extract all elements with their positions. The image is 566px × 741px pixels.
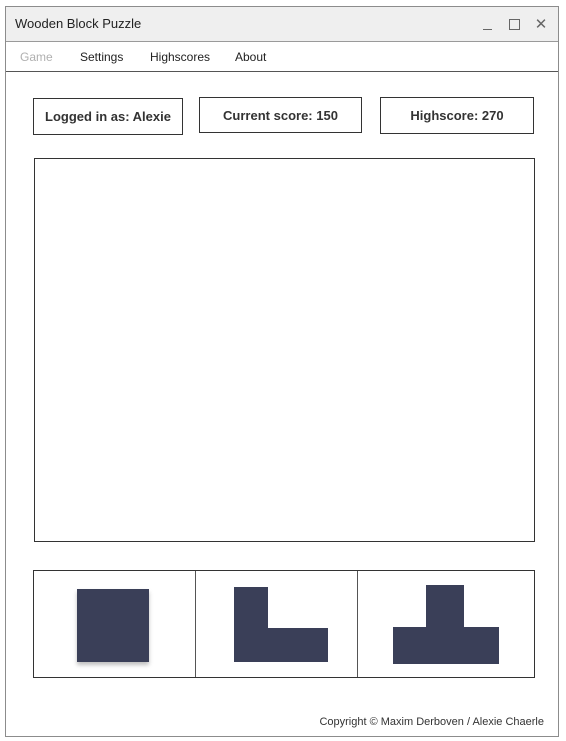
l-shape-piece[interactable] bbox=[234, 587, 328, 662]
app-window: Wooden Block Puzzle ✕ Game Settings High… bbox=[5, 6, 559, 737]
piece-slot-3[interactable] bbox=[358, 571, 534, 677]
piece-block bbox=[77, 589, 149, 662]
maximize-icon bbox=[508, 18, 520, 30]
t-shape-piece[interactable] bbox=[393, 585, 499, 664]
close-icon: ✕ bbox=[534, 15, 548, 33]
current-score-label: Current score: 150 bbox=[199, 97, 362, 133]
logged-in-text: Logged in as: Alexie bbox=[45, 109, 171, 124]
piece-block bbox=[267, 628, 328, 662]
minimize-icon bbox=[482, 28, 492, 30]
highscore-label: Highscore: 270 bbox=[380, 97, 534, 134]
current-score-text: Current score: 150 bbox=[223, 107, 338, 123]
window-title: Wooden Block Puzzle bbox=[15, 16, 142, 31]
title-bar[interactable]: Wooden Block Puzzle ✕ bbox=[6, 7, 558, 42]
piece-block bbox=[234, 587, 268, 662]
highscore-text: Highscore: 270 bbox=[410, 108, 504, 123]
menu-bar: Game Settings Highscores About bbox=[6, 42, 558, 72]
maximize-button[interactable] bbox=[503, 13, 525, 35]
menu-item-about[interactable]: About bbox=[235, 50, 267, 64]
piece-slot-2[interactable] bbox=[196, 571, 358, 677]
menu-item-settings[interactable]: Settings bbox=[80, 50, 124, 64]
piece-block bbox=[393, 627, 499, 664]
game-board[interactable] bbox=[34, 158, 535, 542]
copyright-text: Copyright © Maxim Derboven / Alexie Chae… bbox=[319, 716, 544, 728]
square-piece[interactable] bbox=[77, 589, 149, 662]
logged-in-label: Logged in as: Alexie bbox=[33, 98, 183, 135]
piece-tray bbox=[33, 570, 535, 678]
menu-item-game[interactable]: Game bbox=[20, 50, 53, 64]
menu-item-highscores[interactable]: Highscores bbox=[150, 50, 211, 64]
minimize-button[interactable] bbox=[476, 13, 498, 35]
close-button[interactable]: ✕ bbox=[530, 13, 552, 35]
piece-slot-1[interactable] bbox=[34, 571, 196, 677]
